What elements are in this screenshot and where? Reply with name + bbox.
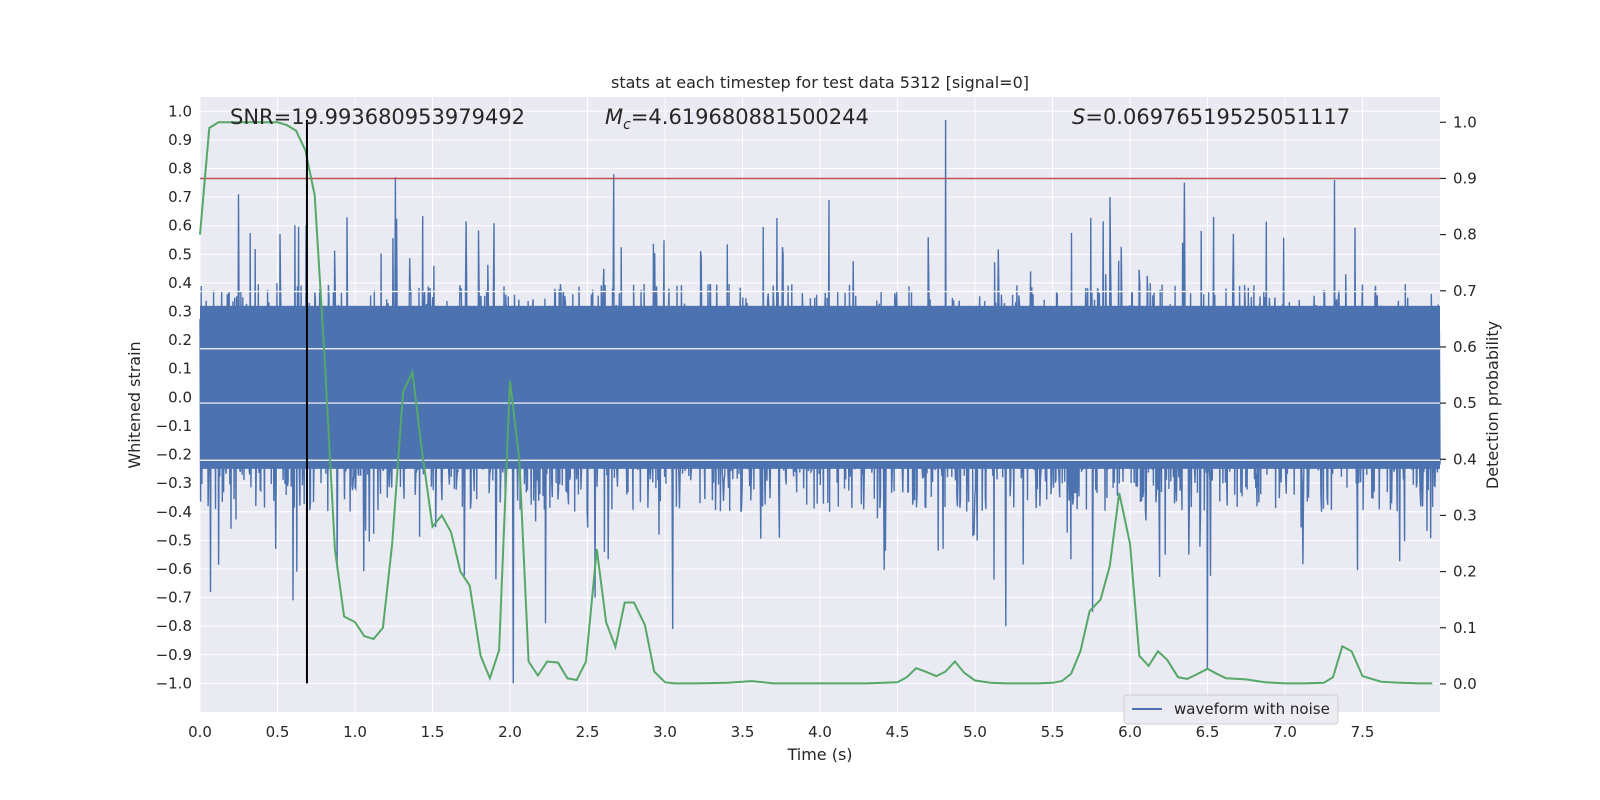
x-tick-label-11: 5.5 [1041,723,1065,741]
y-left-tick-label-14: −0.4 [156,503,192,521]
legend: waveform with noise [1123,694,1339,725]
legend-label: waveform with noise [1174,700,1330,718]
probability-series [199,121,1433,685]
x-tick-label-14: 7.0 [1273,723,1297,741]
x-tick-label-3: 1.5 [421,723,445,741]
x-tick-label-15: 7.5 [1351,723,1375,741]
y-right-tick-label-8: 0.2 [1453,563,1477,581]
s-annotation: S=0.06976519525051117 [1072,105,1350,129]
y-left-tick-label-5: 0.5 [168,245,192,263]
x-tick-label-8: 4.0 [808,723,832,741]
x-tick-label-6: 3.0 [653,723,677,741]
y-left-tick-label-15: −0.5 [156,531,192,549]
y-left-tick-label-17: −0.7 [156,589,192,607]
y-left-tick-label-0: 1.0 [168,102,192,120]
x-tick-label-12: 6.0 [1118,723,1142,741]
y-right-tick-label-7: 0.3 [1453,506,1477,524]
x-tick-label-9: 4.5 [886,723,910,741]
waveform-series [199,119,1441,684]
y-left-tick-label-16: −0.6 [156,560,192,578]
x-tick-label-0: 0.0 [188,723,212,741]
snr-annotation: SNR=19.993680953979492 [230,105,525,129]
y-right-tick-label-6: 0.4 [1453,450,1477,468]
y-left-tick-label-9: 0.1 [168,360,192,378]
y-left-tick-label-11: −0.1 [156,417,192,435]
y-left-tick-label-2: 0.8 [168,160,192,178]
y-left-tick-label-12: −0.2 [156,446,192,464]
x-tick-label-10: 5.0 [963,723,987,741]
x-tick-label-4: 2.0 [498,723,522,741]
y-left-tick-label-6: 0.4 [168,274,192,292]
y-left-tick-label-13: −0.3 [156,474,192,492]
detection-probability-line [199,121,1433,685]
y-left-tick-label-1: 0.9 [168,131,192,149]
y-left-axis-ticks: 1.0 0.9 0.8 0.7 0.6 0.5 0.4 0.3 0.2 0.1 0.0 −0.1 −0.… [156,102,192,692]
x-tick-label-5: 2.5 [576,723,600,741]
y-left-tick-label-20: −1.0 [156,674,192,692]
y-right-tick-label-9: 0.1 [1453,619,1477,637]
y-right-axis-label: Detection probability [1483,321,1502,489]
y-right-tick-label-5: 0.5 [1453,394,1477,412]
waveform-line [199,119,1441,684]
y-right-tick-label-4: 0.6 [1453,338,1477,356]
s-symbol: S [1072,105,1085,129]
chirp-mass-value: =4.619680881500244 [631,105,869,129]
s-value: =0.06976519525051117 [1085,105,1350,129]
chirp-mass-subscript: c [623,117,631,133]
y-left-axis-label: Whitened strain [125,341,144,468]
x-axis-ticks: 0.0 0.5 1.0 1.5 2.0 2.5 3.0 3.5 4.0 4.5 5.0 5.5 6.0 6… [188,723,1374,741]
x-tick-label-1: 0.5 [266,723,290,741]
y-left-tick-label-10: 0.0 [168,388,192,406]
y-right-tick-label-3: 0.7 [1453,282,1477,300]
y-left-tick-label-19: −0.9 [156,646,192,664]
chirp-mass-symbol: M [605,105,623,129]
chart-title: stats at each timestep for test data 531… [611,73,1029,92]
x-axis-label: Time (s) [786,745,852,764]
y-left-tick-label-3: 0.7 [168,188,192,206]
legend-box [1123,694,1339,725]
y-left-tick-label-18: −0.8 [156,617,192,635]
y-right-tick-label-1: 0.9 [1453,169,1477,187]
y-right-tick-label-0: 1.0 [1453,113,1477,131]
x-tick-label-13: 6.5 [1196,723,1220,741]
y-right-axis-ticks: 1.0 0.9 0.8 0.7 0.6 0.5 0.4 0.3 0.2 0.1 0.0 [1440,113,1477,693]
y-right-tick-label-10: 0.0 [1453,675,1477,693]
chirp-mass-annotation: Mc=4.619680881500244 [605,105,869,133]
y-left-tick-label-4: 0.6 [168,217,192,235]
y-left-tick-label-8: 0.2 [168,331,192,349]
x-tick-label-7: 3.5 [731,723,755,741]
x-tick-label-2: 1.0 [343,723,367,741]
y-left-tick-label-7: 0.3 [168,303,192,321]
y-right-tick-label-2: 0.8 [1453,226,1477,244]
